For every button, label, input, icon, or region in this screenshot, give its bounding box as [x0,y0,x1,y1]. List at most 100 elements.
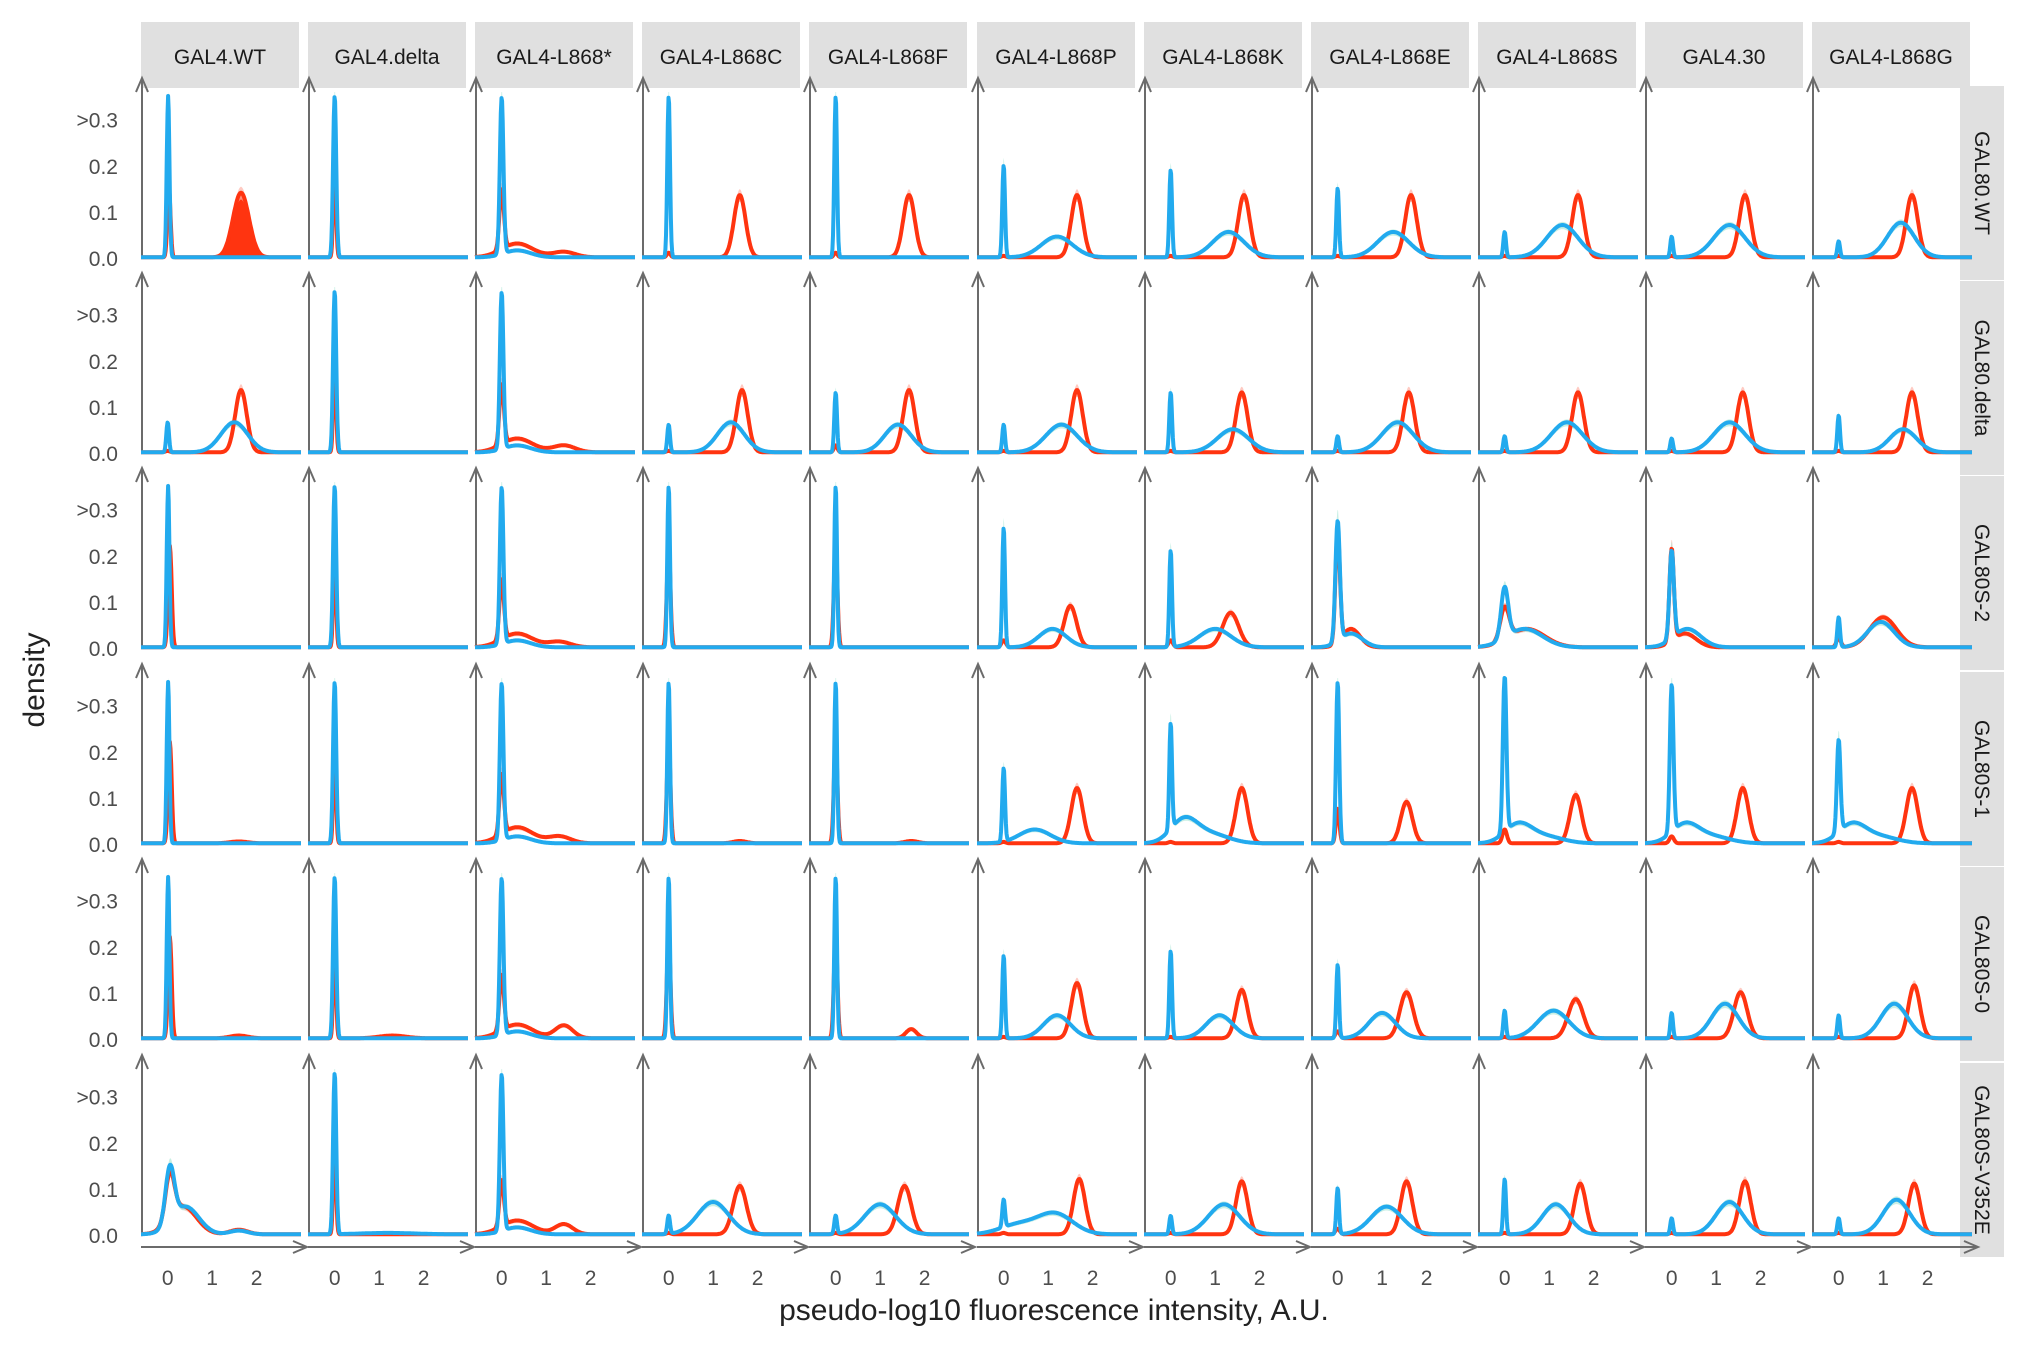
y-axis-arrow [1138,75,1152,93]
y-axis-arrow [135,661,149,679]
blue-series-line [1142,549,1306,650]
y-tick-label: 0.2 [89,937,118,960]
x-tick-label: 2 [251,1267,263,1290]
y-axis-arrow [135,1052,149,1070]
blue-series-line [975,766,1139,846]
strip-background [809,22,967,88]
row-label: GAL80S-0 [1970,915,1993,1013]
panel-GAL80S-0-GAL4-L868G [1806,856,1974,1041]
column-label: GAL4-L868S [1496,46,1617,69]
y-axis-arrow [1472,75,1486,93]
y-axis-arrow [1639,270,1653,288]
strip-background [1645,22,1803,88]
panel-GAL80S-1-GAL4-L868K [1138,661,1306,846]
strip-background [1960,867,2004,1061]
panel-GAL80S-1-GAL4-L868C [636,661,804,846]
y-tick-label: >0.3 [77,1087,118,1110]
blue-series-line [1810,413,1974,455]
y-axis-arrow [803,856,817,874]
strip-background [141,22,299,88]
panel-GAL80S-V352E-GAL4.WT [135,1052,310,1254]
blue-series-line [306,485,470,650]
y-axis-arrow [302,75,316,93]
blue-series-ribbon [977,1196,1137,1235]
blue-series-line [139,420,303,455]
column-strip: GAL4-L868F [809,22,967,88]
x-axis-arrow [1963,1240,1981,1254]
blue-series-line [1309,963,1473,1041]
blue-series-line [807,391,971,455]
panel-GAL80S-1-GAL4-L868E [1305,661,1473,846]
x-tick-label: 0 [1833,1267,1845,1290]
panel-GAL80S-1-GAL4.delta [302,661,470,846]
y-axis-arrow [1639,856,1653,874]
panel-GAL80S-1-GAL4-L868F [803,661,971,846]
y-axis-arrow [469,661,483,679]
panel-GAL80.delta-GAL4-L868K [1138,270,1306,455]
y-tick-label: >0.3 [77,891,118,914]
blue-series-line [139,875,303,1041]
y-axis-title: density [18,632,51,727]
panel-GAL80.delta-GAL4-L868S [1472,270,1640,455]
blue-series-line [640,420,804,455]
y-axis-arrow [302,270,316,288]
y-tick-label: 0.1 [89,983,118,1006]
x-tick-label: 1 [1376,1267,1388,1290]
y-axis-arrow [636,1052,650,1070]
column-strip: GAL4-L868* [475,22,633,88]
blue-series-line [1142,391,1306,455]
y-axis-arrow [302,856,316,874]
x-tick-label: 2 [919,1267,931,1290]
blue-series-line [1476,1177,1640,1237]
column-strip: GAL4.WT [141,22,299,88]
column-label: GAL4.30 [1683,46,1766,69]
column-strip: GAL4-L868C [642,22,800,88]
blue-series-line [139,1162,303,1237]
strip-background [1311,22,1469,88]
y-axis-arrow [1806,465,1820,483]
blue-series-line [1643,683,1807,846]
x-tick-label: 1 [540,1267,552,1290]
y-axis-arrow [803,661,817,679]
strip-background [1960,1063,2004,1257]
blue-series-line [1810,738,1974,846]
y-tick-label: 0.0 [89,1225,118,1248]
blue-series-line [306,290,470,455]
panel-GAL80S-V352E-GAL4-L868G [1806,1052,1981,1254]
column-label: GAL4.WT [174,46,266,69]
blue-series-line [975,422,1139,455]
blue-series-line [807,485,971,650]
x-tick-label: 2 [1755,1267,1767,1290]
x-axis-arrow [1462,1240,1480,1254]
blue-series-line [1476,223,1640,260]
y-axis-arrow [971,1052,985,1070]
blue-series-line [1142,949,1306,1041]
panel-GAL80.delta-GAL4-L868C [636,270,804,455]
y-tick-label: 0.2 [89,546,118,569]
panel-GAL80.delta-GAL4-L868F [803,270,971,455]
column-label: GAL4-L868F [828,46,948,69]
column-label: GAL4-L868E [1329,46,1450,69]
x-tick-label: 1 [1209,1267,1221,1290]
strip-layer: GAL4.WT GAL4.delta GAL4-L868* GAL4-L868C GAL… [141,22,2004,1257]
y-axis-arrow [1639,1052,1653,1070]
y-axis-arrow [1806,661,1820,679]
y-tick-label: 0.1 [89,788,118,811]
x-tick-label: 2 [1254,1267,1266,1290]
panel-GAL80S-V352E-GAL4-L868K [1138,1052,1313,1254]
x-tick-label: 0 [1666,1267,1678,1290]
panel-GAL80S-0-GAL4-L868K [1138,856,1306,1041]
blue-series-line [1142,168,1306,260]
strip-background [1812,22,1970,88]
panel-GAL80S-0-GAL4-L868P [971,856,1139,1041]
panel-GAL80S-2-GAL4.WT [135,465,303,650]
y-axis-arrow [971,856,985,874]
y-axis-arrow [1138,1052,1152,1070]
y-axis-arrow [1472,1052,1486,1070]
panel-GAL80S-1-GAL4-L868S [1472,661,1640,846]
strip-background [1960,86,2004,280]
blue-series-line [1810,220,1974,260]
y-tick-label: 0.0 [89,1029,118,1052]
x-tick-label: 1 [1877,1267,1889,1290]
